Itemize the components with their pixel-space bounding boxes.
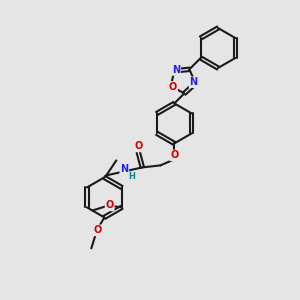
Text: O: O <box>106 200 114 210</box>
Text: O: O <box>169 82 177 92</box>
Text: O: O <box>134 141 142 152</box>
Text: N: N <box>120 164 128 174</box>
Text: H: H <box>128 172 135 181</box>
Text: N: N <box>172 65 180 75</box>
Text: N: N <box>190 77 198 87</box>
Text: O: O <box>93 225 101 236</box>
Text: O: O <box>170 150 178 161</box>
